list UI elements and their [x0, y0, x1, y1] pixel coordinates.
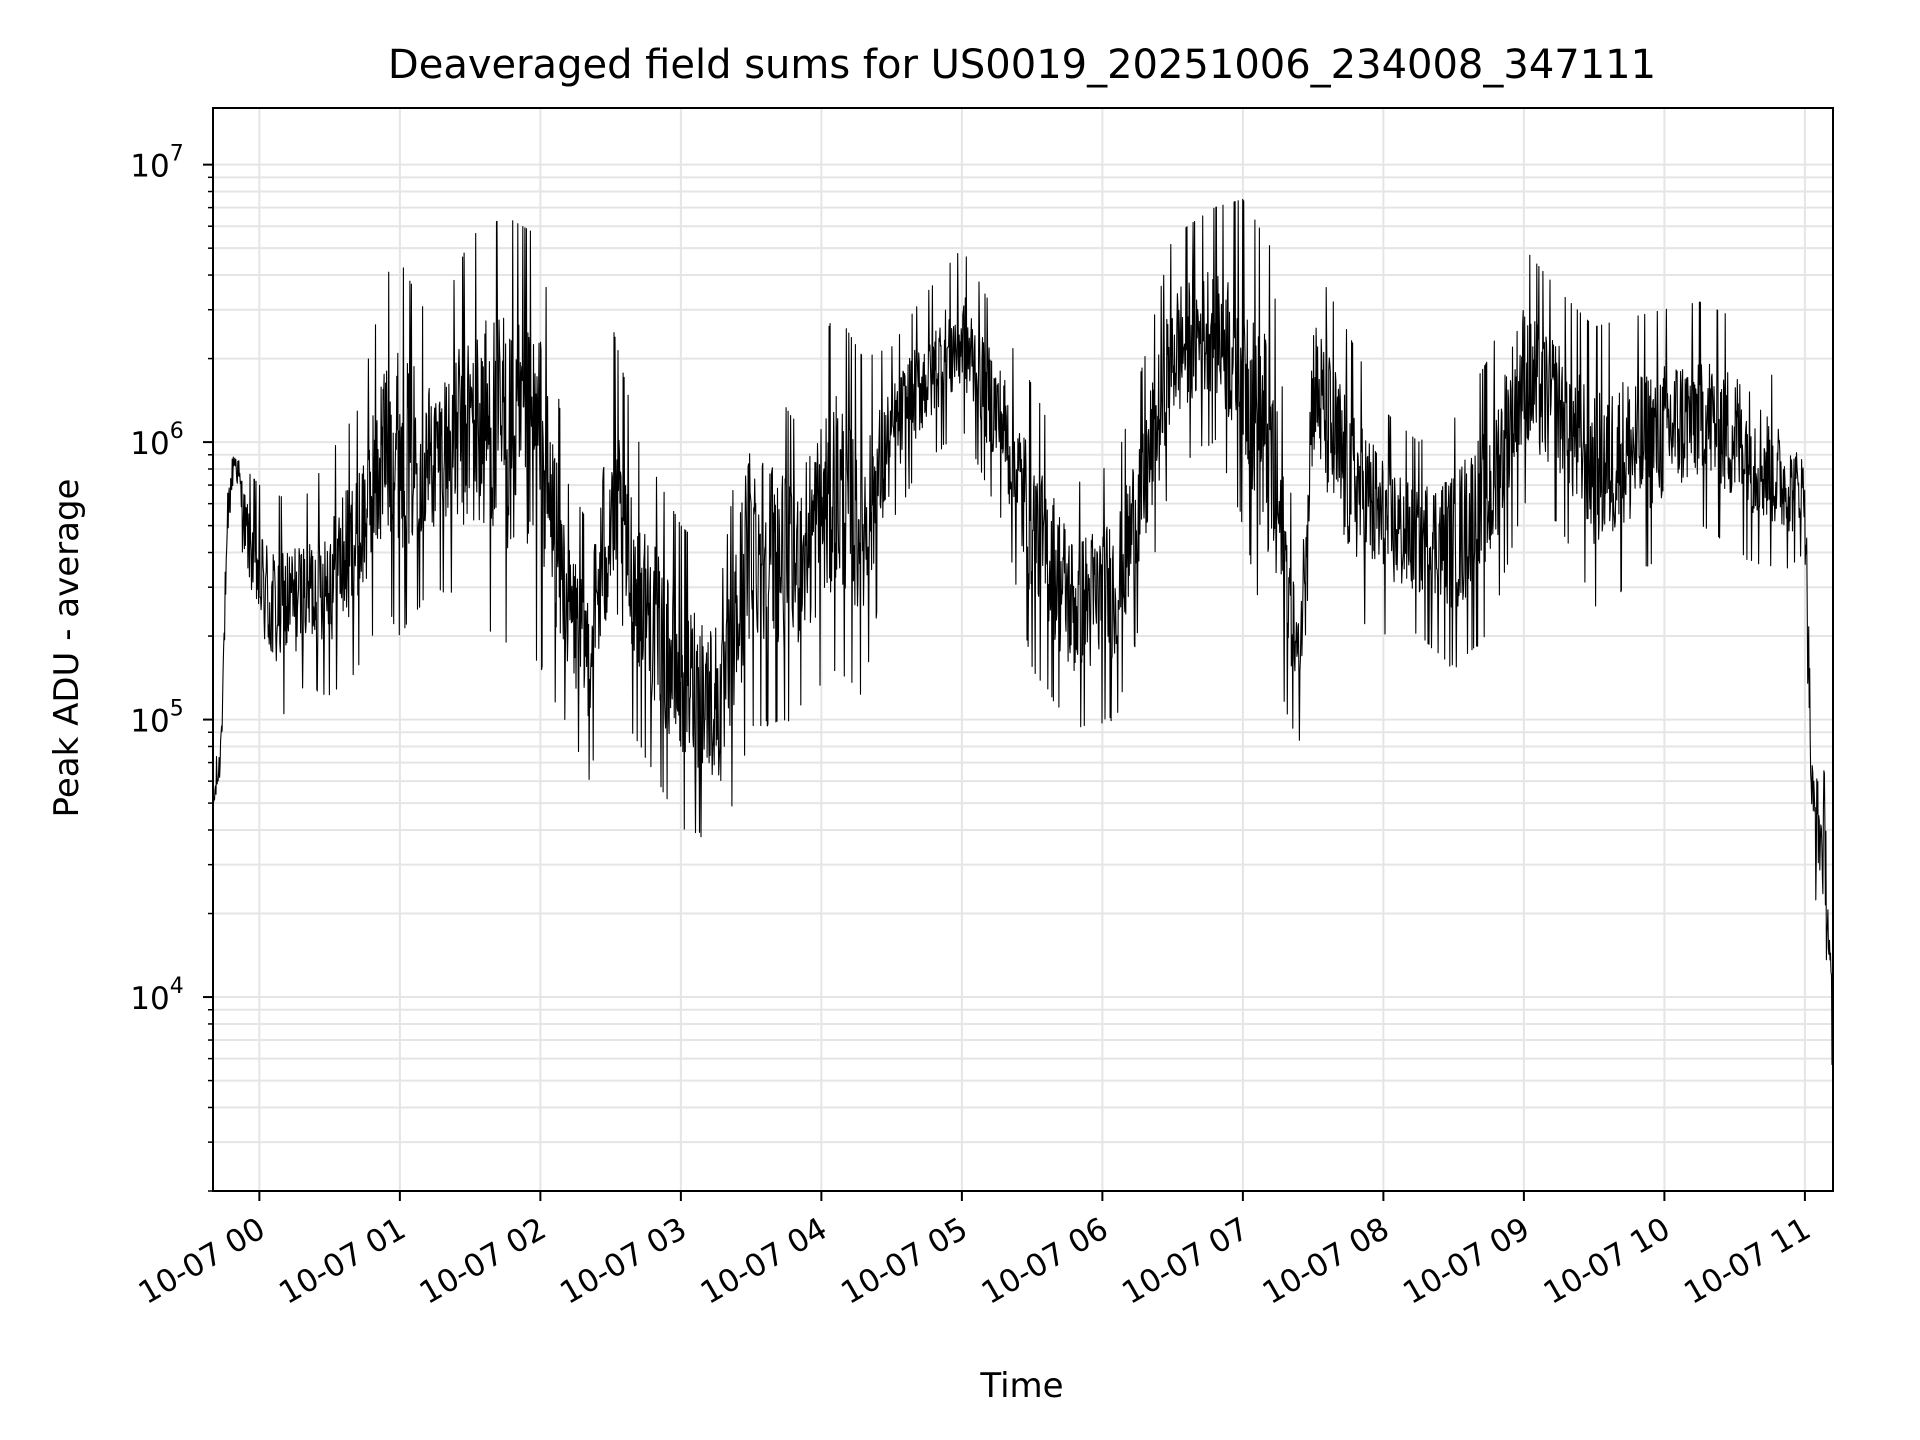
x-axis-label: Time: [979, 1366, 1063, 1406]
y-axis-label: Peak ADU - average: [47, 479, 87, 818]
data-series-layer: [212, 198, 1834, 1066]
plot-frame: [212, 107, 1834, 1192]
y-tick-exponent: 5: [170, 697, 184, 722]
y-tick-exponent: 6: [170, 419, 184, 444]
y-tick-exponent: 4: [170, 974, 184, 999]
series-line-deaveraged-field-sum: [212, 198, 1834, 1066]
y-tick-exponent: 7: [170, 142, 184, 167]
chart-title: Deaveraged field sums for US0019_2025100…: [388, 42, 1656, 88]
